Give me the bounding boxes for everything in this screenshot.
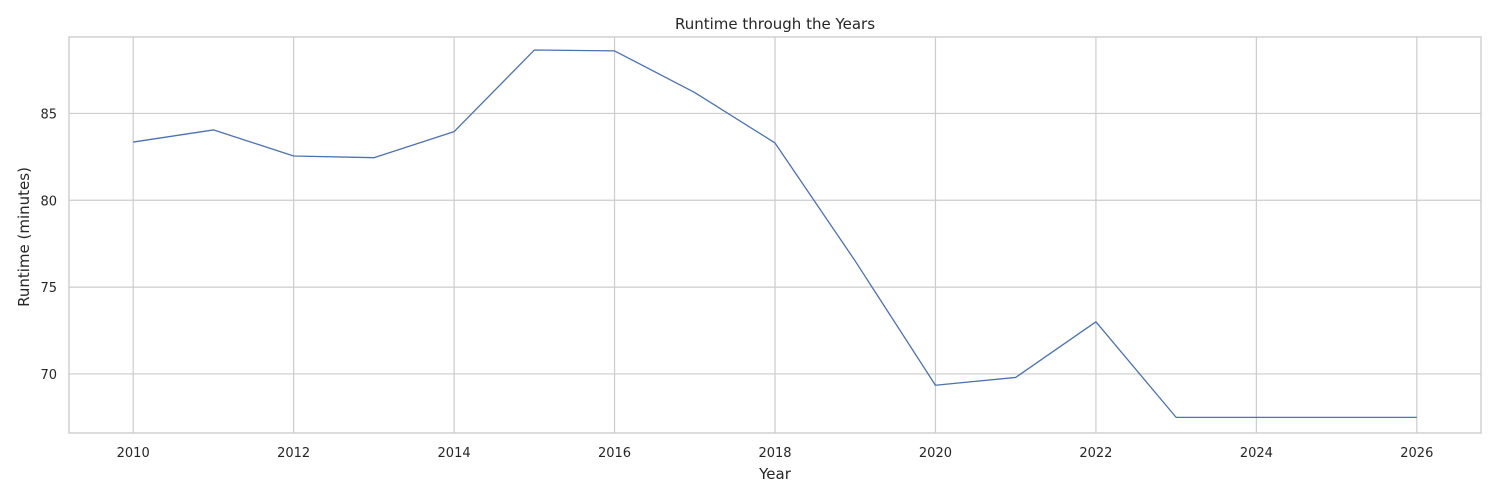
y-tick-label: 80	[40, 194, 57, 209]
x-tick-label: 2016	[598, 446, 631, 461]
y-tick-label: 85	[40, 107, 57, 122]
y-grid	[69, 112, 1481, 375]
x-tick-label: 2014	[438, 446, 471, 461]
x-tick-label: 2010	[117, 446, 150, 461]
x-grid	[132, 37, 1418, 433]
y-tick-labels: 70 75 80 85	[40, 107, 57, 383]
x-tick-label: 2018	[758, 446, 791, 461]
y-tick-label: 75	[40, 281, 57, 296]
data-points	[133, 50, 1417, 418]
plot-frame	[68, 36, 1482, 434]
x-tick-labels: 2010 2012 2014 2016 2018 2020 2022 2024 2026	[117, 446, 1434, 461]
x-axis-label: Year	[758, 465, 792, 483]
x-tick-label: 2024	[1240, 446, 1273, 461]
y-tick-label: 70	[40, 368, 57, 383]
x-tick-label: 2022	[1079, 446, 1112, 461]
x-tick-label: 2026	[1400, 446, 1433, 461]
chart-title: Runtime through the Years	[675, 15, 875, 33]
x-tick-label: 2020	[919, 446, 952, 461]
y-axis-label: Runtime (minutes)	[15, 167, 33, 307]
x-tick-label: 2012	[277, 446, 310, 461]
